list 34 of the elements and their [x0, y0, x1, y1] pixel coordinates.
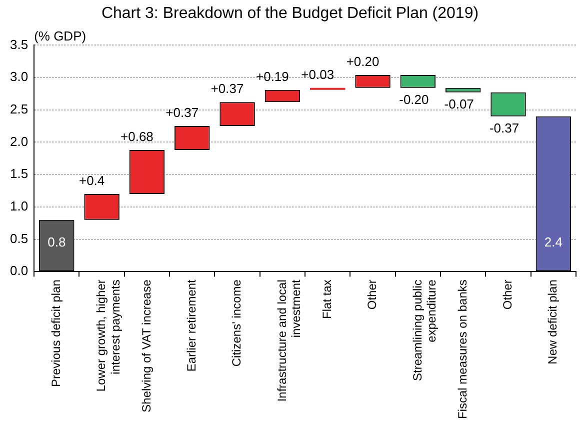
x-tick-label: Shelving of VAT increase — [139, 279, 154, 412]
y-tick-label: 1.0 — [10, 198, 28, 214]
x-tick-label: Citizens' income — [230, 279, 244, 367]
data-label: 2.4 — [544, 234, 562, 250]
data-label: -0.07 — [444, 96, 474, 112]
y-tick-label: 2.0 — [10, 134, 28, 149]
x-tick-label: Previous deficit plan — [48, 280, 63, 387]
data-label: -0.20 — [399, 92, 429, 107]
y-axis-title: (% GDP) — [34, 28, 86, 44]
x-tick-label: New deficit plan — [546, 280, 560, 364]
data-label: +0.37 — [166, 105, 199, 120]
data-label: -0.37 — [489, 120, 520, 136]
data-label: +0.4 — [78, 173, 105, 188]
y-tick-label: 3.5 — [10, 36, 28, 52]
y-tick-label: 3.0 — [10, 69, 28, 84]
data-label: +0.20 — [346, 54, 380, 70]
y-tick-label: 2.5 — [10, 101, 28, 116]
y-tick-label: 0.0 — [10, 263, 28, 278]
data-label: +0.19 — [256, 68, 289, 84]
x-tick-label: Flat tax — [320, 280, 334, 319]
x-tick-label: Earlier retirement — [184, 278, 198, 372]
data-label: +0.37 — [210, 81, 244, 96]
x-tick-label: Streamlining public expenditure — [410, 279, 439, 381]
x-tick-label: Other — [365, 280, 380, 310]
data-label: +0.68 — [120, 129, 154, 144]
data-label: 0.8 — [48, 234, 66, 250]
data-label: +0.03 — [301, 66, 334, 82]
x-tick-label: Fiscal measures on banks — [455, 280, 470, 420]
x-tick-label: Lower growth, higher interest payments — [94, 280, 123, 392]
x-tick-label: Other — [500, 280, 515, 310]
x-tick-label: Infrastructure and local investment — [274, 278, 304, 402]
y-tick-label: 1.5 — [10, 166, 28, 182]
chart-title: Chart 3: Breakdown of the Budget Deficit Plan (2019) — [101, 5, 479, 22]
y-tick-label: 0.5 — [10, 230, 28, 246]
